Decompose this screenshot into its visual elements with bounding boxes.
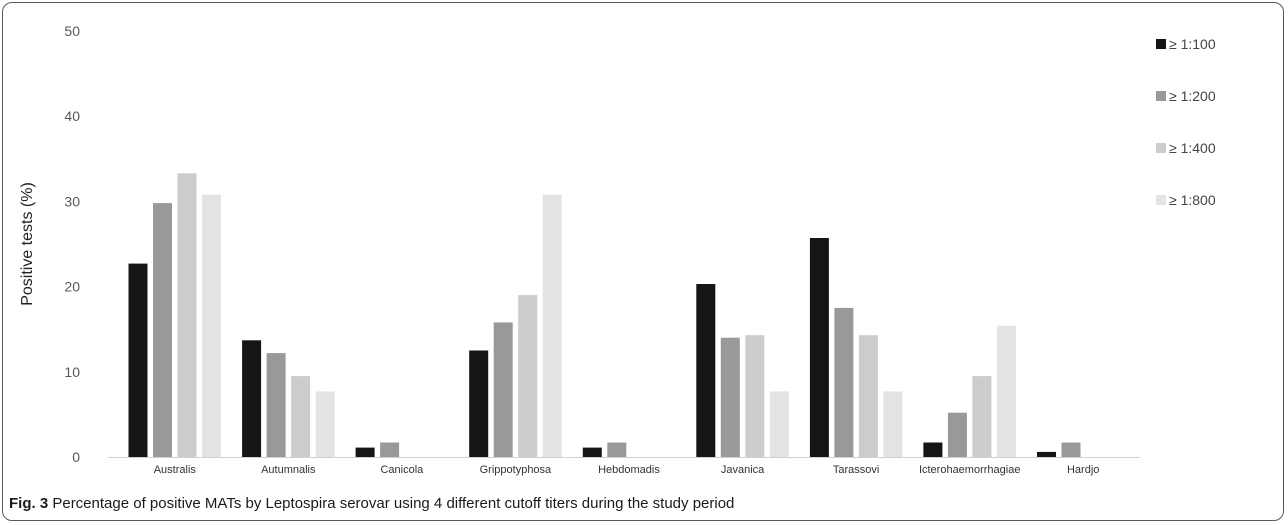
caption-label: Fig. 3: [9, 495, 49, 512]
legend: ≥ 1:100 ≥ 1:200 ≥ 1:400 ≥ 1:800: [1156, 36, 1216, 208]
category-label: Grippotyphosa: [480, 464, 552, 476]
legend-label: ≥ 1:800: [1169, 192, 1216, 208]
y-tick-label: 20: [64, 279, 80, 295]
legend-swatch: [1156, 91, 1166, 101]
category-label: Tarassovi: [833, 464, 879, 476]
bar: [202, 194, 221, 457]
bar: [1037, 451, 1056, 457]
bar: [128, 263, 148, 457]
bar: [834, 307, 854, 457]
bar: [769, 391, 789, 457]
bar: [745, 335, 765, 457]
bars: [128, 173, 1081, 458]
legend-swatch: [1156, 143, 1166, 153]
bar: [493, 322, 513, 457]
bar: [996, 325, 1016, 457]
bar: [518, 295, 538, 457]
bar: [242, 340, 262, 457]
y-axis-label: Positive tests (%): [19, 182, 36, 306]
legend-label: ≥ 1:200: [1169, 88, 1216, 104]
bar: [266, 353, 286, 457]
bar-chart: 0 10 20 30 40 50 Positive tests (%) Australis…: [19, 23, 1216, 476]
bar: [1061, 442, 1081, 457]
category-label: Hardjo: [1067, 464, 1099, 476]
bar: [291, 376, 311, 457]
bar: [947, 412, 967, 457]
bar: [720, 337, 740, 457]
bar: [858, 335, 878, 457]
category-label: Autumnalis: [261, 464, 316, 476]
bar: [607, 442, 627, 457]
category-label: Icterohaemorrhagiae: [919, 464, 1021, 476]
bar: [469, 350, 489, 457]
bar: [153, 203, 172, 457]
category-label: Australis: [154, 464, 197, 476]
bar: [696, 284, 716, 457]
legend-swatch: [1156, 195, 1166, 205]
bar: [380, 442, 400, 457]
bar: [972, 376, 992, 457]
bar: [315, 391, 335, 457]
bar: [582, 447, 602, 457]
y-tick-label: 40: [64, 108, 80, 124]
bar: [355, 447, 375, 457]
bar: [923, 442, 943, 457]
category-label: Canicola: [380, 464, 424, 476]
legend-label: ≥ 1:100: [1169, 36, 1216, 52]
legend-label: ≥ 1:400: [1169, 140, 1216, 156]
y-tick-label: 10: [64, 364, 80, 380]
category-labels: Australis Autumnalis Canicola Grippotyphosa…: [154, 464, 1100, 476]
bar: [542, 194, 562, 457]
bar: [177, 173, 197, 458]
category-label: Hebdomadis: [598, 464, 660, 476]
bar: [883, 391, 903, 457]
y-tick-label: 0: [72, 449, 80, 465]
legend-swatch: [1156, 39, 1166, 49]
y-tick-label: 50: [64, 23, 80, 39]
y-tick-label: 30: [64, 193, 80, 209]
bar: [809, 238, 829, 457]
category-label: Javanica: [721, 464, 765, 476]
caption-text: Percentage of positive MATs by Leptospir…: [52, 495, 735, 512]
y-axis-ticks: 0 10 20 30 40 50: [64, 23, 80, 465]
figure-caption: Fig. 3 Percentage of positive MATs by Le…: [9, 495, 734, 512]
